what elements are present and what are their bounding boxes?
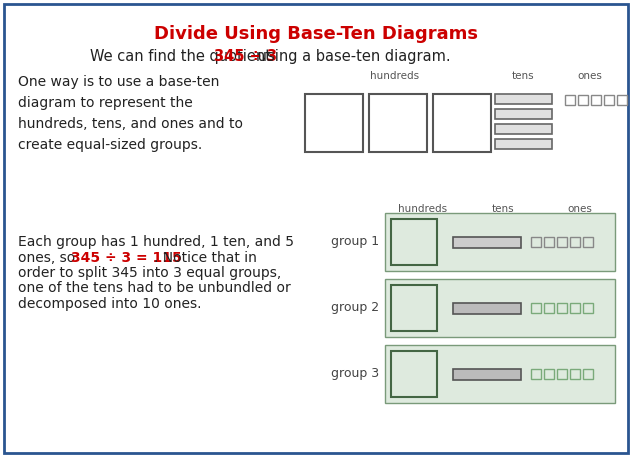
Text: order to split 345 into 3 equal groups,: order to split 345 into 3 equal groups, <box>18 266 281 280</box>
Bar <box>570 237 580 247</box>
Text: 345 ÷ 3: 345 ÷ 3 <box>214 49 277 64</box>
Bar <box>578 95 588 105</box>
Text: group 2: group 2 <box>331 302 379 314</box>
Text: ones, so: ones, so <box>18 250 80 265</box>
Bar <box>544 369 554 379</box>
Text: one of the tens had to be unbundled or: one of the tens had to be unbundled or <box>18 282 291 296</box>
Bar <box>391 219 437 265</box>
Text: group 1: group 1 <box>331 235 379 249</box>
Text: hundreds: hundreds <box>370 71 420 81</box>
Text: group 3: group 3 <box>331 367 379 381</box>
Bar <box>570 369 580 379</box>
Bar <box>544 237 554 247</box>
Bar <box>557 303 567 313</box>
Bar <box>495 124 552 134</box>
Bar <box>544 303 554 313</box>
Bar <box>495 94 552 104</box>
Text: . Notice that in: . Notice that in <box>154 250 257 265</box>
Bar <box>617 95 627 105</box>
Bar <box>557 369 567 379</box>
Text: One way is to use a base-ten
diagram to represent the
hundreds, tens, and ones a: One way is to use a base-ten diagram to … <box>18 75 243 153</box>
Text: ones: ones <box>578 71 602 81</box>
Bar <box>495 139 552 149</box>
Text: We can find the quotient: We can find the quotient <box>90 49 276 64</box>
Bar <box>453 237 521 248</box>
Bar <box>391 351 437 397</box>
Bar <box>565 95 575 105</box>
Bar <box>495 109 552 119</box>
Text: hundreds: hundreds <box>398 204 447 214</box>
Bar <box>531 237 541 247</box>
Bar <box>531 369 541 379</box>
Text: tens: tens <box>492 204 514 214</box>
Text: Divide Using Base-Ten Diagrams: Divide Using Base-Ten Diagrams <box>154 25 478 43</box>
Bar <box>385 279 615 337</box>
Bar <box>557 237 567 247</box>
Bar <box>453 303 521 314</box>
Bar <box>305 94 363 152</box>
Text: tens: tens <box>512 71 534 81</box>
Text: 345 ÷ 3 = 115: 345 ÷ 3 = 115 <box>71 250 182 265</box>
Bar <box>453 368 521 379</box>
Text: Each group has 1 hundred, 1 ten, and 5: Each group has 1 hundred, 1 ten, and 5 <box>18 235 294 249</box>
Bar <box>570 303 580 313</box>
Bar <box>583 303 593 313</box>
Bar <box>531 303 541 313</box>
Text: using a base-ten diagram.: using a base-ten diagram. <box>253 49 451 64</box>
Bar <box>369 94 427 152</box>
Bar <box>604 95 614 105</box>
Bar <box>391 285 437 331</box>
Text: ones: ones <box>568 204 592 214</box>
Bar <box>385 345 615 403</box>
Bar <box>385 213 615 271</box>
Bar <box>583 369 593 379</box>
Bar <box>583 237 593 247</box>
Text: decomposed into 10 ones.: decomposed into 10 ones. <box>18 297 202 311</box>
Bar <box>433 94 491 152</box>
Bar <box>591 95 601 105</box>
